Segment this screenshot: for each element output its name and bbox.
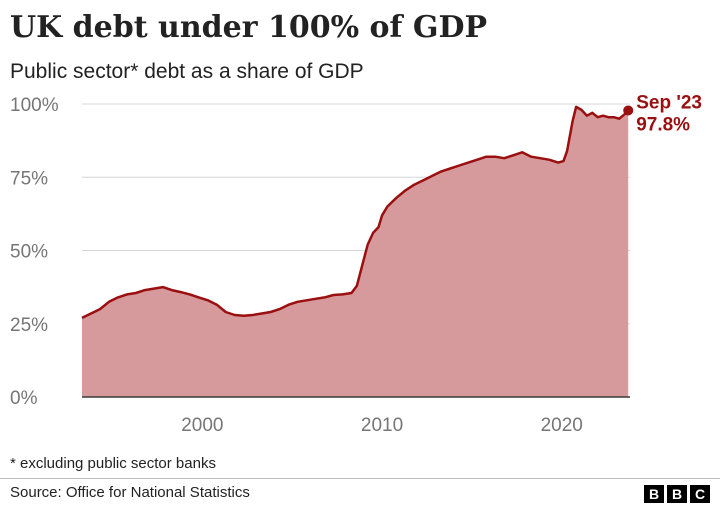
debt-line [81, 105, 630, 320]
y-tick-labels: 0% 25% 50% 75% 100% [10, 95, 59, 409]
bbc-logo-block: B [667, 485, 687, 503]
source-note: Source: Office for National Statistics [10, 484, 250, 501]
chart-title: UK debt under 100% of GDP [10, 10, 488, 45]
footer-divider [0, 478, 720, 479]
latest-point-marker [623, 105, 634, 116]
footnote: * excluding public sector banks [10, 455, 216, 472]
chart-subtitle: Public sector* debt as a share of GDP [10, 60, 364, 83]
y-tick-label: 75% [10, 168, 48, 189]
x-tick-label: 2020 [541, 415, 583, 436]
bbc-logo-block: C [690, 485, 710, 503]
latest-value-label: 97.8% [636, 114, 690, 135]
bbc-logo-block: B [644, 485, 664, 503]
y-tick-label: 0% [10, 388, 38, 409]
bbc-logo: B B C [644, 485, 710, 503]
y-tick-label: 50% [10, 242, 48, 263]
y-tick-label: 25% [10, 315, 48, 336]
x-tick-labels: 2000 2010 2020 [181, 415, 583, 436]
y-tick-label: 100% [10, 95, 59, 116]
x-tick-label: 2000 [181, 415, 223, 436]
debt-area-chart: 0% 25% 50% 75% 100% 2000 2010 2020 Sep '23 97.… [10, 92, 702, 436]
latest-date-label: Sep '23 [636, 92, 702, 113]
x-tick-label: 2010 [361, 415, 403, 436]
debt-area [82, 106, 629, 398]
